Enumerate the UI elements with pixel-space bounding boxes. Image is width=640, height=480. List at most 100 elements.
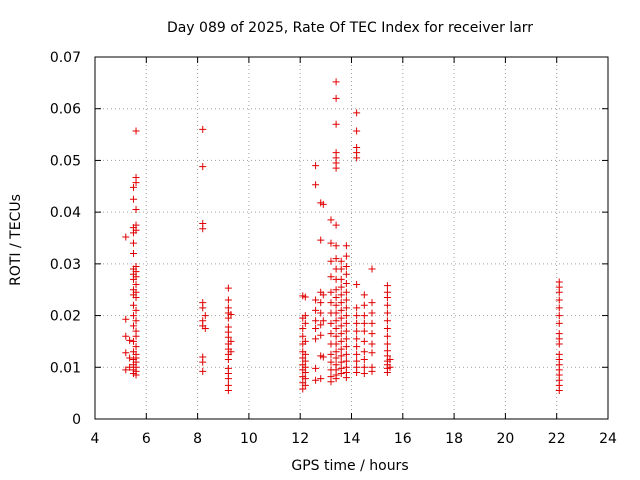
data-point <box>555 319 563 327</box>
data-point <box>332 120 340 128</box>
data-point <box>383 368 391 376</box>
data-point <box>312 306 320 314</box>
data-point <box>342 374 350 382</box>
data-point <box>386 356 394 364</box>
data-point <box>555 387 563 395</box>
data-point <box>312 162 320 170</box>
data-point <box>301 350 309 358</box>
data-point <box>317 331 325 339</box>
data-point <box>132 317 140 325</box>
data-point <box>337 330 345 338</box>
x-tick-label: 20 <box>496 431 514 447</box>
data-point <box>337 345 345 353</box>
data-point <box>312 317 320 325</box>
data-point <box>319 200 327 208</box>
data-point <box>342 350 350 358</box>
data-point <box>337 314 345 322</box>
data-point <box>312 335 320 343</box>
data-point <box>312 296 320 304</box>
data-point <box>132 127 140 135</box>
data-point <box>342 270 350 278</box>
data-point <box>368 340 376 348</box>
data-point <box>555 312 563 320</box>
data-point <box>383 309 391 317</box>
data-point <box>353 368 361 376</box>
data-point <box>360 363 368 371</box>
chart-title: Day 089 of 2025, Rate Of TEC Index for r… <box>167 20 533 36</box>
data-point <box>353 319 361 327</box>
data-point <box>337 257 345 265</box>
data-point <box>368 309 376 317</box>
data-point <box>132 226 140 234</box>
data-point <box>224 284 232 292</box>
data-point <box>132 371 140 379</box>
data-point <box>342 335 350 343</box>
data-point <box>332 348 340 356</box>
data-point <box>342 296 350 304</box>
data-point <box>332 325 340 332</box>
data-point <box>122 366 130 374</box>
data-point <box>353 327 361 335</box>
data-point <box>383 340 391 348</box>
data-point <box>129 301 137 309</box>
data-point <box>299 325 307 332</box>
data-point <box>337 299 345 307</box>
data-point <box>301 337 309 345</box>
data-point <box>317 375 325 383</box>
data-point <box>368 299 376 307</box>
data-point <box>383 301 391 309</box>
data-point <box>299 385 307 393</box>
data-point <box>327 239 335 247</box>
x-tick-label: 22 <box>548 431 566 447</box>
data-point <box>319 291 327 299</box>
data-point <box>301 293 309 301</box>
data-point <box>342 327 350 335</box>
data-point <box>342 357 350 365</box>
data-point <box>332 317 340 325</box>
data-point <box>224 296 232 304</box>
data-point <box>301 357 309 365</box>
x-tick-label: 14 <box>343 431 361 447</box>
data-point <box>332 221 340 229</box>
x-tick-label: 16 <box>394 431 412 447</box>
data-point <box>199 304 207 312</box>
data-point <box>337 369 345 377</box>
data-point <box>224 387 232 395</box>
data-point <box>332 94 340 102</box>
y-tick-label: 0 <box>72 412 81 428</box>
data-point <box>383 325 391 332</box>
data-point <box>368 319 376 327</box>
data-point <box>201 312 209 320</box>
data-point <box>360 369 368 377</box>
data-point <box>368 330 376 338</box>
data-point <box>360 337 368 345</box>
data-point <box>332 242 340 250</box>
data-point <box>332 375 340 383</box>
data-point <box>360 348 368 356</box>
data-point <box>360 327 368 335</box>
data-point <box>317 236 325 244</box>
data-point <box>353 127 361 135</box>
data-point <box>368 367 376 375</box>
data-point <box>129 183 137 191</box>
data-point <box>332 78 340 86</box>
data-point <box>342 242 350 250</box>
data-point <box>342 319 350 327</box>
data-point <box>337 358 345 366</box>
data-point <box>337 306 345 314</box>
data-point <box>301 319 309 327</box>
data-point <box>555 288 563 296</box>
data-point <box>337 275 345 283</box>
data-point <box>224 314 232 322</box>
data-point <box>360 319 368 327</box>
data-point <box>132 293 140 301</box>
data-point <box>122 332 130 340</box>
data-point <box>312 364 320 372</box>
data-point <box>312 181 320 189</box>
data-point <box>555 340 563 348</box>
data-point <box>129 250 137 258</box>
data-point <box>360 291 368 299</box>
data-point <box>129 312 137 320</box>
data-point <box>360 301 368 309</box>
data-point <box>332 340 340 348</box>
